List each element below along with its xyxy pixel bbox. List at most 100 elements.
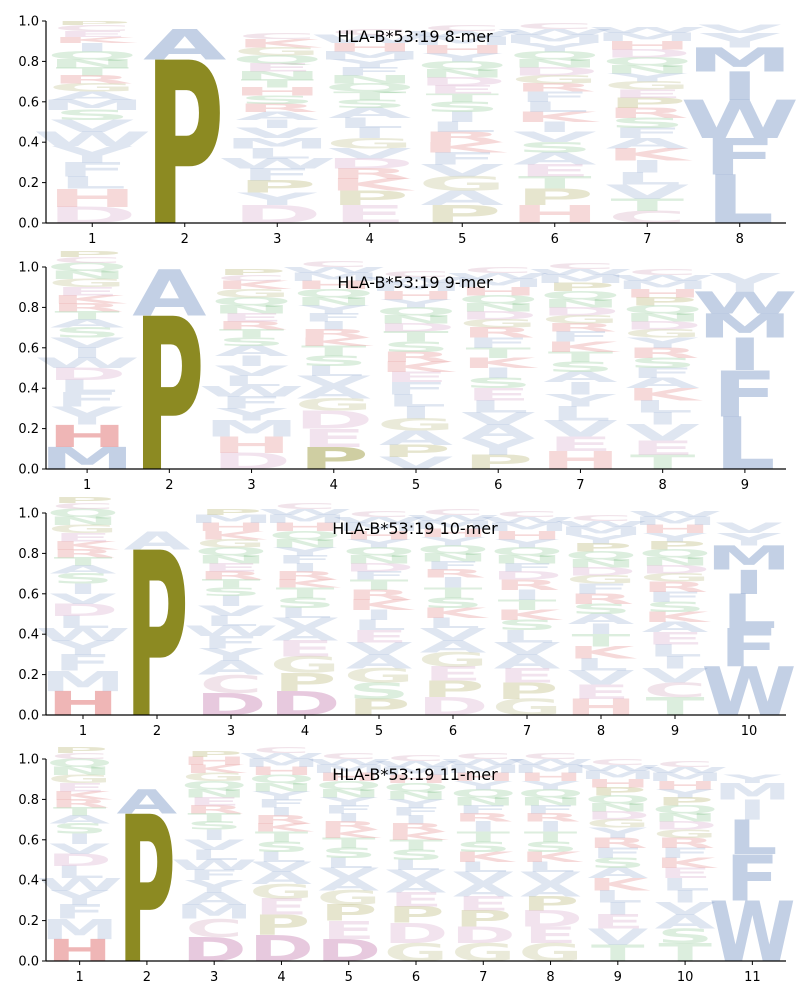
logo-letter-V: V	[184, 837, 245, 853]
logo-letter-Y: Y	[319, 795, 379, 808]
logo-letter-T: T	[466, 345, 532, 361]
logo-letter-C: C	[238, 32, 317, 42]
logo-letter-P: P	[216, 268, 286, 278]
logo-letter-G: G	[233, 45, 322, 58]
logo-letter-Q: Q	[416, 543, 489, 556]
logo-letter-K: K	[568, 643, 639, 662]
y-tick-label: 0.0	[18, 463, 39, 478]
logo-letter-S: S	[644, 599, 706, 615]
logo-letter-C: C	[53, 24, 132, 34]
logo-letter-C: C	[495, 509, 558, 519]
logo-letter-I: I	[563, 379, 599, 398]
logo-letter-E: E	[456, 893, 510, 915]
logo-letter-Q: Q	[540, 289, 622, 302]
logo-letter-R: R	[50, 547, 116, 560]
logo-letter-L: L	[58, 173, 127, 192]
logo-letter-W: W	[363, 276, 469, 286]
logo-letter-P: P	[515, 185, 594, 211]
logo-letter-C: C	[185, 914, 243, 943]
logo-letter-N: N	[47, 515, 119, 528]
logo-letter-Q: Q	[622, 303, 704, 316]
logo-letter-G: G	[182, 771, 246, 784]
logo-letter-L: L	[55, 863, 105, 882]
logo-letter-K: K	[379, 359, 457, 375]
logo-letter-Y: Y	[655, 787, 715, 800]
logo-letter-K: K	[625, 385, 703, 404]
logo-letter-R: R	[379, 349, 453, 365]
logo-letter-I: I	[267, 805, 296, 818]
logo-letter-V: V	[494, 639, 561, 658]
logo-letter-N: N	[294, 295, 374, 308]
logo-letter-N: N	[623, 311, 703, 324]
logo-letter-T: T	[548, 349, 614, 365]
logo-letter-L: L	[721, 585, 776, 640]
logo-letter-E: E	[301, 424, 367, 453]
logo-letter-F: F	[465, 335, 531, 351]
logo-letter-A: A	[420, 187, 504, 209]
y-tick-label: 0.0	[18, 955, 39, 970]
logo-letter-S: S	[422, 595, 484, 611]
logo-letter-V: V	[420, 625, 487, 644]
logo-letter-N: N	[417, 551, 489, 564]
panel-title: HLA-B*53:19 11-mer	[332, 765, 498, 784]
logo-letter-W: W	[588, 26, 707, 36]
logo-letter-V: V	[605, 181, 689, 203]
logo-letter-G: G	[294, 395, 373, 414]
x-tick-label: 2	[153, 724, 161, 739]
logo-letter-F: F	[424, 559, 483, 572]
logo-letter-L: L	[660, 875, 710, 894]
logo-letter-I: I	[535, 120, 575, 136]
logo-letter-M: M	[310, 763, 388, 776]
logo-letter-D: D	[510, 65, 600, 78]
logo-letter-L: L	[189, 847, 239, 863]
logo-letter-L: L	[425, 615, 480, 631]
logo-letter-R: R	[453, 812, 513, 825]
logo-letter-F: F	[703, 128, 777, 186]
logo-letter-P: P	[199, 507, 262, 517]
logo-letter-I: I	[442, 109, 482, 125]
y-tick-label: 1.0	[18, 15, 39, 30]
logo-letter-R: R	[513, 82, 596, 95]
logo-letter-N: N	[510, 57, 600, 70]
logo-letter-N: N	[269, 537, 341, 550]
logo-letter-C: C	[515, 21, 594, 31]
logo-letter-P: P	[545, 281, 615, 294]
logo-letter-C: C	[569, 513, 632, 523]
logo-letter-W: W	[305, 757, 392, 767]
logo-letter-W: W	[218, 156, 337, 172]
logo-letter-A: A	[124, 526, 191, 555]
logo-letter-V: V	[297, 373, 371, 389]
logo-letter-G: G	[640, 571, 711, 584]
logo-letter-K: K	[605, 145, 693, 164]
x-tick-label: 8	[597, 724, 605, 739]
logo-letter-M: M	[594, 31, 701, 44]
logo-letter-K: K	[420, 605, 490, 621]
logo-letter-W: W	[627, 509, 722, 519]
logo-letter-M: M	[224, 136, 331, 152]
logo-letter-F: F	[456, 803, 510, 816]
logo-letter-C: C	[216, 274, 286, 284]
logo-letter-Q: Q	[324, 82, 416, 95]
logo-letter-S: S	[331, 98, 409, 111]
logo-letter-R: R	[215, 320, 289, 333]
logo-letter-T: T	[350, 577, 409, 593]
logo-letter-I: I	[72, 41, 112, 54]
logo-letter-E: E	[389, 889, 443, 911]
logo-letter-A: A	[272, 625, 339, 644]
logo-letter-G: G	[48, 82, 137, 95]
logo-letter-S: S	[52, 571, 114, 587]
logo-letter-V: V	[49, 841, 110, 857]
logo-letter-F: F	[202, 633, 261, 652]
logo-letter-R: R	[544, 322, 618, 335]
logo-letter-S: S	[590, 856, 647, 872]
logo-letter-V: V	[716, 520, 783, 536]
x-tick-label: 7	[576, 478, 584, 493]
logo-letter-C: C	[608, 208, 687, 227]
logo-letter-P: P	[455, 906, 513, 932]
logo-letter-D: D	[376, 322, 456, 335]
logo-letter-H: H	[211, 432, 291, 458]
logo-letter-D: D	[451, 922, 516, 948]
logo-letter-M: M	[377, 765, 455, 778]
logo-letter-N: N	[47, 765, 113, 778]
logo-letter-H: H	[585, 777, 651, 790]
